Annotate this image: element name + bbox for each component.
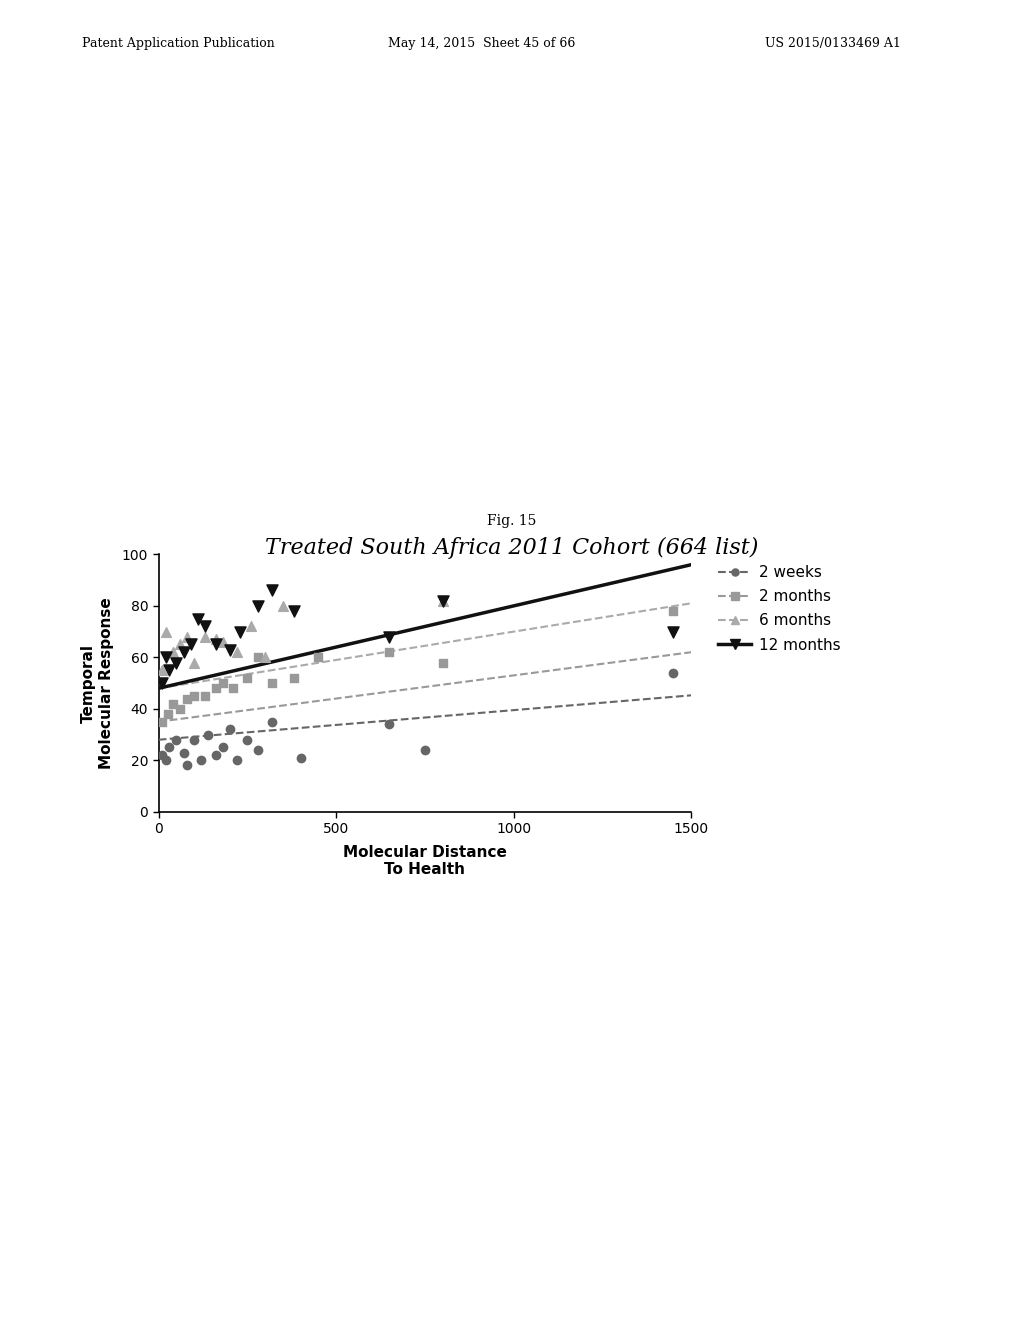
Point xyxy=(165,642,181,663)
Point xyxy=(310,647,327,668)
Point xyxy=(172,698,188,719)
Point xyxy=(189,609,206,630)
Point xyxy=(293,747,309,768)
Point xyxy=(197,626,213,647)
Point xyxy=(154,660,170,681)
Point xyxy=(381,714,397,735)
Point xyxy=(243,616,259,638)
Point xyxy=(417,739,433,760)
Point xyxy=(172,634,188,655)
Point xyxy=(250,595,266,616)
Point xyxy=(228,642,245,663)
Point xyxy=(250,647,266,668)
Point xyxy=(175,642,191,663)
Point xyxy=(264,711,281,733)
Point xyxy=(666,620,682,642)
Point xyxy=(194,750,210,771)
X-axis label: Molecular Distance
To Health: Molecular Distance To Health xyxy=(343,845,507,876)
Point xyxy=(201,723,217,744)
Text: May 14, 2015  Sheet 45 of 66: May 14, 2015 Sheet 45 of 66 xyxy=(388,37,574,50)
Point xyxy=(381,626,397,647)
Point xyxy=(381,642,397,663)
Point xyxy=(179,626,196,647)
Point xyxy=(666,601,682,622)
Point xyxy=(154,711,170,733)
Point xyxy=(207,744,223,766)
Y-axis label: Temporal
Molecular Response: Temporal Molecular Response xyxy=(81,597,114,770)
Point xyxy=(186,729,203,750)
Point xyxy=(165,693,181,714)
Text: Patent Application Publication: Patent Application Publication xyxy=(82,37,274,50)
Point xyxy=(158,647,174,668)
Point xyxy=(154,744,170,766)
Point xyxy=(240,668,256,689)
Point xyxy=(214,737,230,758)
Point xyxy=(168,729,184,750)
Point xyxy=(286,668,302,689)
Point xyxy=(186,685,203,706)
Point xyxy=(160,704,176,725)
Point xyxy=(257,647,273,668)
Point xyxy=(186,652,203,673)
Point xyxy=(286,601,302,622)
Point xyxy=(214,672,230,693)
Text: US 2015/0133469 A1: US 2015/0133469 A1 xyxy=(765,37,901,50)
Point xyxy=(274,595,291,616)
Point xyxy=(221,639,238,660)
Point xyxy=(240,729,256,750)
Point xyxy=(182,634,199,655)
Point xyxy=(434,652,451,673)
Point xyxy=(207,677,223,698)
Point xyxy=(179,688,196,709)
Point xyxy=(225,677,242,698)
Point xyxy=(197,685,213,706)
Point xyxy=(434,590,451,611)
Point xyxy=(207,628,223,649)
Point xyxy=(168,652,184,673)
Point xyxy=(264,579,281,601)
Point xyxy=(250,739,266,760)
Point xyxy=(175,742,191,763)
Point xyxy=(158,620,174,642)
Point xyxy=(228,750,245,771)
Point xyxy=(232,620,249,642)
Text: Treated South Africa 2011 Cohort (664 list): Treated South Africa 2011 Cohort (664 li… xyxy=(265,537,759,560)
Point xyxy=(161,737,177,758)
Point xyxy=(666,663,682,684)
Point xyxy=(161,660,177,681)
Point xyxy=(207,634,223,655)
Point xyxy=(158,750,174,771)
Point xyxy=(221,719,238,741)
Legend: 2 weeks, 2 months, 6 months, 12 months: 2 weeks, 2 months, 6 months, 12 months xyxy=(715,562,844,656)
Point xyxy=(197,616,213,638)
Text: Fig. 15: Fig. 15 xyxy=(487,513,537,528)
Point xyxy=(179,755,196,776)
Point xyxy=(264,672,281,693)
Point xyxy=(154,672,170,693)
Point xyxy=(434,590,451,611)
Point xyxy=(214,631,230,652)
